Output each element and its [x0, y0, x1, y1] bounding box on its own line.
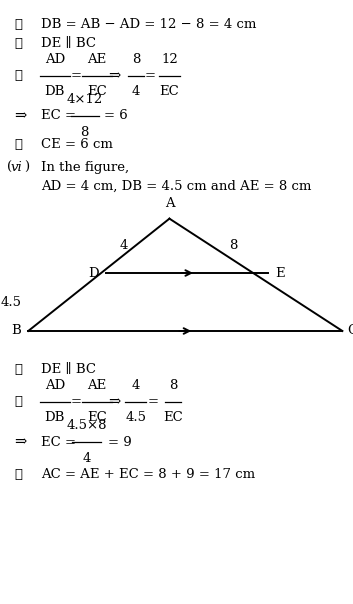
Text: DB: DB	[44, 411, 65, 425]
Text: = 6: = 6	[104, 109, 128, 123]
Text: DB = AB − AD = 12 − 8 = 4 cm: DB = AB − AD = 12 − 8 = 4 cm	[41, 18, 256, 31]
Text: D: D	[88, 266, 99, 280]
Text: ∴: ∴	[14, 363, 22, 376]
Text: 4: 4	[119, 239, 128, 252]
Text: ∴: ∴	[14, 395, 22, 408]
Text: DB: DB	[44, 85, 65, 98]
Text: E: E	[275, 266, 285, 280]
Text: vi: vi	[11, 161, 22, 174]
Text: EC: EC	[160, 85, 179, 98]
Text: ∴: ∴	[14, 467, 22, 481]
Text: C: C	[348, 324, 353, 338]
Text: In the figure,: In the figure,	[41, 161, 129, 174]
Text: ∴: ∴	[14, 37, 22, 50]
Text: 4.5: 4.5	[125, 411, 146, 425]
Text: ⇒: ⇒	[109, 68, 121, 83]
Text: ∴: ∴	[14, 18, 22, 31]
Text: EC: EC	[163, 411, 183, 425]
Text: DE ∥ BC: DE ∥ BC	[41, 363, 96, 376]
Text: EC: EC	[87, 85, 107, 98]
Text: ⇒: ⇒	[14, 109, 26, 123]
Text: CE = 6 cm: CE = 6 cm	[41, 138, 113, 152]
Text: 4.5: 4.5	[0, 295, 21, 309]
Text: AD = 4 cm, DB = 4.5 cm and AE = 8 cm: AD = 4 cm, DB = 4.5 cm and AE = 8 cm	[41, 179, 311, 193]
Text: (: (	[7, 161, 12, 174]
Text: EC =: EC =	[41, 109, 76, 123]
Text: AD: AD	[44, 53, 65, 66]
Text: AE: AE	[88, 379, 107, 392]
Text: AC = AE + EC = 8 + 9 = 17 cm: AC = AE + EC = 8 + 9 = 17 cm	[41, 467, 255, 481]
Text: 4.5×8: 4.5×8	[66, 419, 107, 432]
Text: AE: AE	[88, 53, 107, 66]
Text: 8: 8	[229, 239, 237, 252]
Text: = 9: = 9	[108, 435, 131, 449]
Text: 12: 12	[161, 53, 178, 66]
Text: 4×12: 4×12	[67, 93, 103, 106]
Text: 4: 4	[132, 379, 140, 392]
Text: =: =	[144, 69, 156, 82]
Text: 8: 8	[132, 53, 140, 66]
Text: 8: 8	[169, 379, 177, 392]
Text: ⇒: ⇒	[14, 435, 26, 449]
Text: EC: EC	[87, 411, 107, 425]
Text: EC =: EC =	[41, 435, 76, 449]
Text: 8: 8	[80, 126, 89, 139]
Text: 4: 4	[82, 452, 91, 465]
Text: ∴: ∴	[14, 138, 22, 152]
Text: B: B	[11, 324, 21, 338]
Text: 4: 4	[132, 85, 140, 98]
Text: AD: AD	[44, 379, 65, 392]
Text: DE ∥ BC: DE ∥ BC	[41, 37, 96, 50]
Text: =: =	[70, 395, 82, 408]
Text: A: A	[164, 196, 174, 210]
Text: =: =	[148, 395, 159, 408]
Text: ⇒: ⇒	[109, 394, 121, 409]
Text: ): )	[24, 161, 29, 174]
Text: ∴: ∴	[14, 69, 22, 82]
Text: =: =	[70, 69, 82, 82]
